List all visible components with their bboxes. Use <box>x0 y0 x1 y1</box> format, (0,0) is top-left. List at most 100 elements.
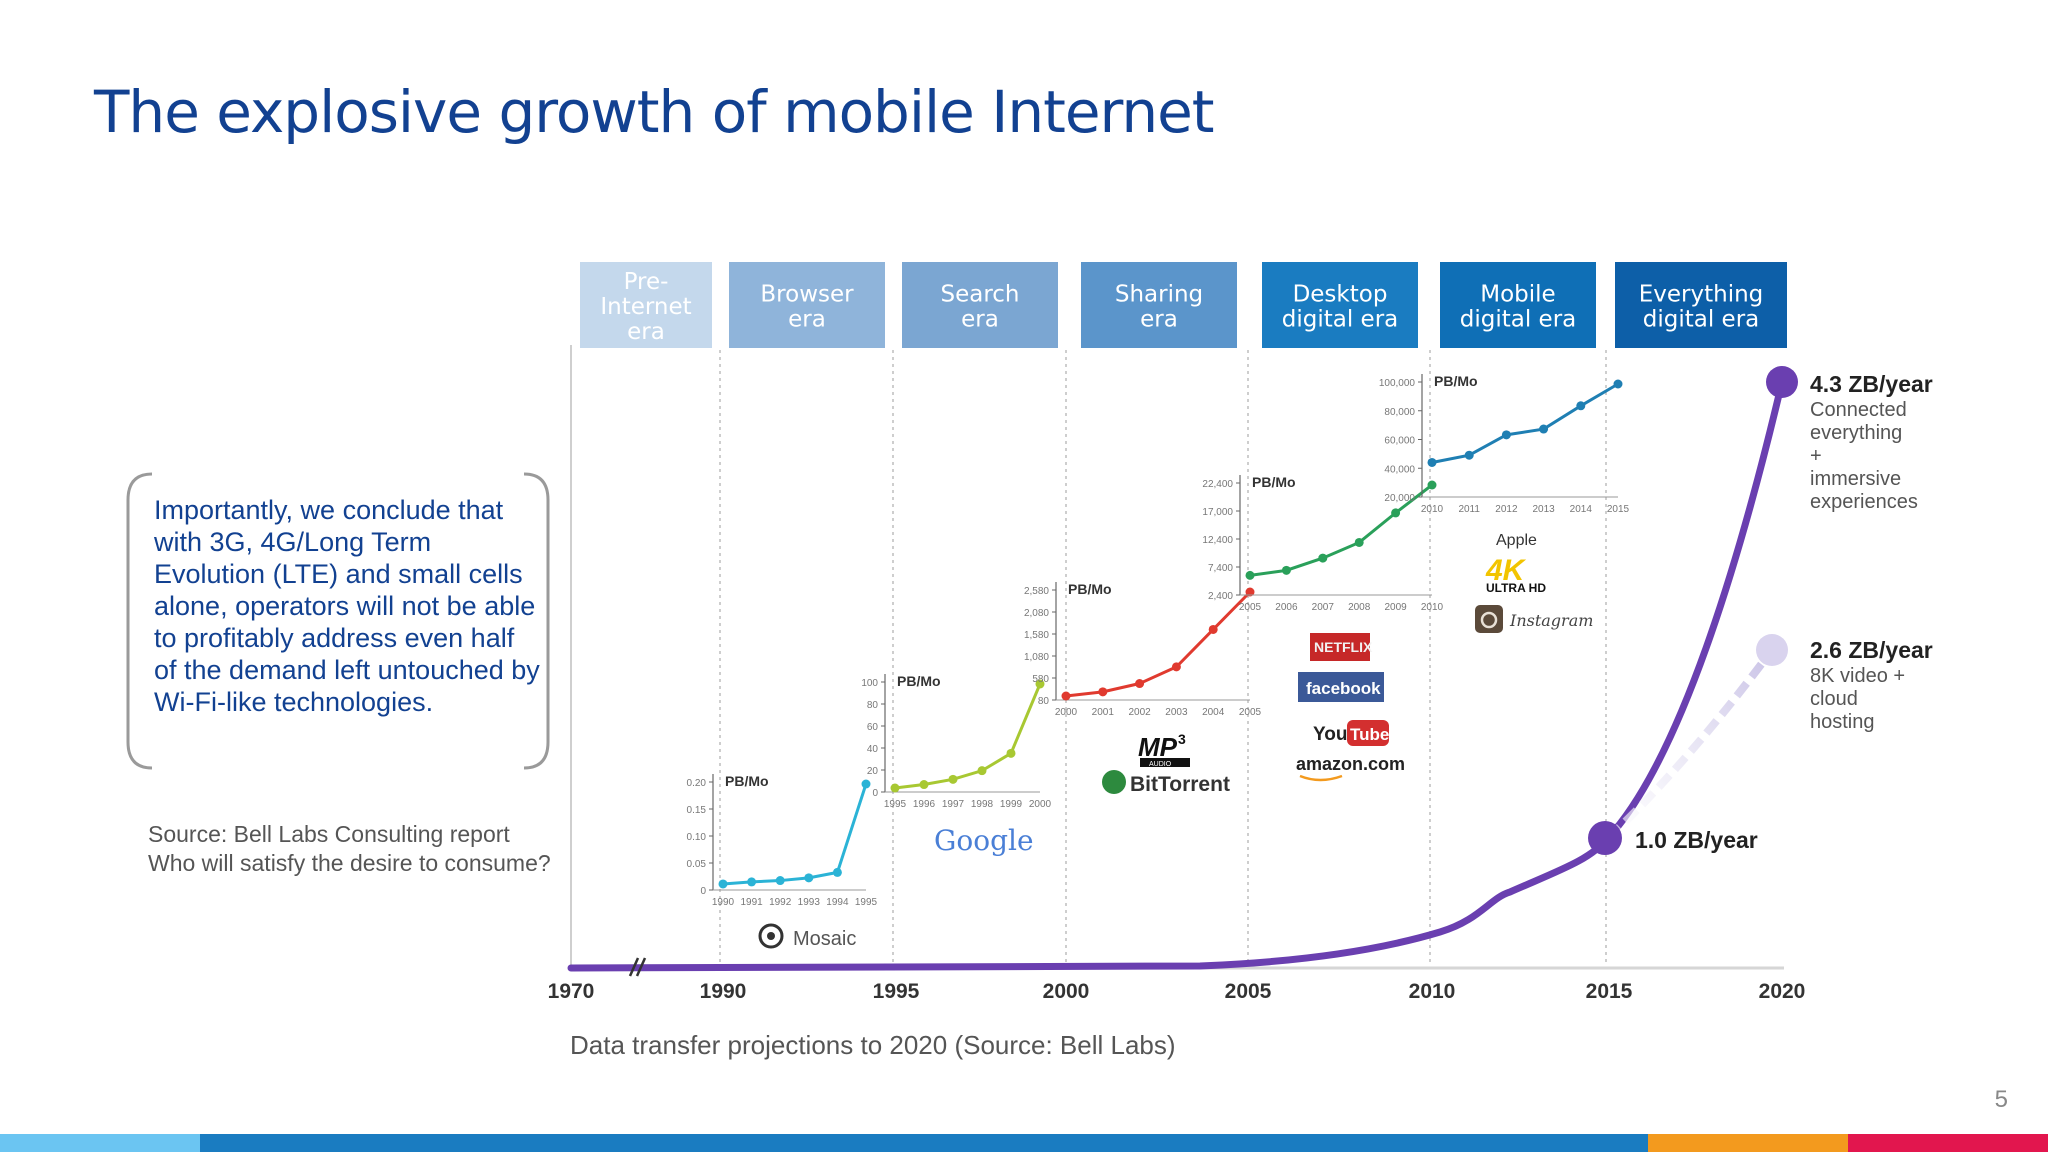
inset-x-tick: 2010 <box>1421 602 1444 613</box>
inset-y-tick: 22,400 <box>1202 479 1233 490</box>
x-tick-1970: 1970 <box>548 980 595 1003</box>
inset-x-tick: 2005 <box>1239 707 1262 718</box>
annotation-line: hosting <box>1810 711 1875 733</box>
netflix-label: NETFLIX <box>1314 639 1373 655</box>
inset-series-line <box>1065 590 1252 698</box>
youtube-you: You <box>1313 724 1347 745</box>
inset-y-tick: 12,400 <box>1202 535 1233 546</box>
inset-point <box>977 766 987 776</box>
era-label: Sharing <box>1115 282 1203 308</box>
source-line-2: Who will satisfy the desire to consume? <box>148 850 551 876</box>
era-label: era <box>627 319 665 345</box>
inset-y-tick: 0.05 <box>687 859 707 870</box>
marker-4-3-zb <box>1766 366 1798 398</box>
bittorrent-label: BitTorrent <box>1130 773 1230 796</box>
marker-1-0-zb <box>1588 821 1622 855</box>
inset-point <box>1245 570 1255 580</box>
inset-y-tick: 100 <box>861 678 878 689</box>
main-growth-curve <box>567 378 1786 972</box>
chart-annotations: 4.3 ZB/yearConnectedeverything+immersive… <box>1635 371 1933 853</box>
bar-seg-4 <box>1648 1134 1848 1152</box>
inset-x-tick: 2014 <box>1570 504 1593 515</box>
inset-x-tick: 2004 <box>1202 707 1225 718</box>
inset-point <box>1613 379 1623 389</box>
mosaic-logo: Mosaic <box>758 923 856 950</box>
inset-y-tick: 80 <box>867 700 879 711</box>
inset-x-tick: 1998 <box>971 799 994 810</box>
annotation-line: Connected <box>1810 399 1907 421</box>
x-tick-1995: 1995 <box>873 980 920 1003</box>
inset-x-tick: 2008 <box>1348 602 1371 613</box>
inset-unit-label: PB/Mo <box>1252 474 1296 490</box>
era-label: Browser <box>760 282 854 308</box>
inset-y-tick: 80 <box>1038 696 1050 707</box>
marker-2-6-zb <box>1756 634 1788 666</box>
annotation-3: 1.0 ZB/year <box>1635 827 1758 853</box>
inset-chart-2: PB/Mo 100 80 60 40 20 0 1995 1996 1997 1998 1999 200… <box>861 673 1051 810</box>
source-line-1: Source: Bell Labs Consulting report <box>148 821 510 847</box>
inset-x-tick: 2012 <box>1495 504 1518 515</box>
inset-x-tick: 2000 <box>1029 799 1052 810</box>
inset-y-tick: 0 <box>872 788 878 799</box>
uhd-logo: 4K ULTRA HD <box>1485 554 1546 595</box>
inset-point <box>775 876 785 886</box>
apple-label: Apple <box>1496 532 1537 549</box>
x-tick-2020: 2020 <box>1759 980 1806 1003</box>
bottom-color-bar <box>0 1134 2048 1152</box>
era-label: Desktop <box>1293 282 1388 308</box>
inset-y-tick: 60,000 <box>1384 436 1415 447</box>
inset-x-tick: 2015 <box>1607 504 1630 515</box>
inset-point <box>1171 662 1181 672</box>
bar-seg-2 <box>200 1134 1048 1152</box>
inset-y-tick: 2,580 <box>1024 586 1049 597</box>
inset-chart-4: PB/Mo 22,400 17,000 12,400 7,400 2,400 2005 200… <box>1202 474 1443 613</box>
inset-y-tick: 7,400 <box>1208 563 1233 574</box>
era-label: era <box>1140 307 1178 333</box>
annotation-line: everything <box>1810 422 1902 444</box>
inset-x-tick: 2005 <box>1239 602 1262 613</box>
inset-point <box>1427 457 1437 467</box>
logos: Mosaic Google MP 3 AUDIO BitTorrent NETF… <box>758 532 1593 950</box>
inset-point <box>1427 480 1437 490</box>
inset-x-tick: 2000 <box>1055 707 1078 718</box>
inset-point <box>1281 565 1291 575</box>
google-logo: Google <box>934 824 1034 857</box>
inset-point <box>890 783 900 793</box>
inset-x-tick: 1993 <box>798 897 821 908</box>
inset-x-tick: 1994 <box>826 897 849 908</box>
annotation-line: cloud <box>1810 688 1858 710</box>
inset-chart-3: PB/Mo 2,580 2,080 1,580 1,080 580 80 2000 2001 20… <box>1024 581 1262 718</box>
inset-series-line <box>722 783 868 886</box>
annotation-line: 8K video + <box>1810 665 1905 687</box>
uhd-4k: 4K <box>1485 554 1527 587</box>
inset-point <box>1098 687 1108 697</box>
mp3-sup: 3 <box>1178 731 1186 747</box>
mosaic-label: Mosaic <box>793 928 856 950</box>
inset-x-tick: 2010 <box>1421 504 1444 515</box>
uhd-label: ULTRA HD <box>1486 581 1546 595</box>
era-label: digital era <box>1460 307 1577 333</box>
era-label: digital era <box>1643 307 1760 333</box>
inset-unit-label: PB/Mo <box>1068 581 1112 597</box>
inset-x-tick: 1999 <box>1000 799 1023 810</box>
inset-point <box>1539 424 1549 434</box>
facebook-label: facebook <box>1306 679 1381 698</box>
instagram-logo: Instagram <box>1475 605 1593 633</box>
inset-charts: PB/Mo 0.20 0.15 0.10 0.05 0 1990 1991 1992 1993 19… <box>687 373 1630 908</box>
annotation-value: 1.0 ZB/year <box>1635 827 1758 853</box>
inset-y-tick: 2,080 <box>1024 608 1049 619</box>
inset-y-tick: 1,580 <box>1024 630 1049 641</box>
inset-point <box>1501 430 1511 440</box>
annotation-value: 4.3 ZB/year <box>1810 371 1933 397</box>
projection-curve <box>1605 647 1776 841</box>
annotation-line: experiences <box>1810 491 1918 513</box>
era-label: digital era <box>1282 307 1399 333</box>
annotation-value: 2.6 ZB/year <box>1810 637 1933 663</box>
inset-y-tick: 20 <box>867 766 879 777</box>
inset-series-line <box>1431 382 1619 464</box>
inset-y-tick: 580 <box>1032 674 1049 685</box>
